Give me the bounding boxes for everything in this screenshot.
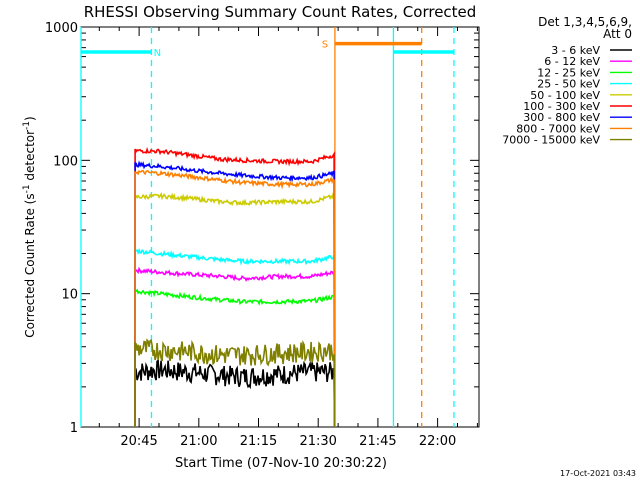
x-tick-label: 21:00: [180, 434, 217, 449]
legend-label-3-6-kev: 3 - 6 keV: [551, 44, 600, 57]
x-tick-label: 22:00: [419, 434, 456, 449]
y-tick-label: 1000: [45, 21, 78, 36]
y-tick-label: 10: [61, 288, 78, 303]
legend-header-line-1: Det 1,3,4,5,6,9,: [538, 15, 632, 29]
bar-label-n: N: [154, 48, 161, 59]
series-25-50-kev: [134, 248, 336, 428]
series-layer: [134, 146, 336, 428]
series-100-300-kev: [134, 146, 336, 428]
y-axis: 1 10 100 1000: [45, 21, 479, 436]
x-tick-label: 21:30: [299, 434, 336, 449]
legend-label-800-7000-kev: 800 - 7000 keV: [516, 122, 600, 135]
legend-label-100-300-kev: 100 - 300 keV: [523, 100, 600, 113]
series-3-6-kev: [134, 359, 336, 428]
series-50-100-kev: [134, 191, 336, 428]
chart-title: RHESSI Observing Summary Count Rates, Co…: [84, 3, 477, 21]
legend-label-7000-15000-kev: 7000 - 15000 keV: [502, 134, 600, 147]
bar-label-s: S: [322, 40, 328, 51]
legend-label-12-25-kev: 12 - 25 keV: [537, 66, 600, 79]
x-tick-label: 21:45: [359, 434, 396, 449]
y-tick-label: 100: [53, 154, 78, 169]
series-300-800-kev: [134, 160, 336, 428]
legend-header-line-2: Att 0: [603, 27, 632, 41]
attenuator-guides: NS: [80, 27, 455, 427]
x-axis-title: Start Time (07-Nov-10 20:30:22): [175, 456, 387, 471]
plot-area: [80, 26, 480, 428]
legend-label-25-50-kev: 25 - 50 keV: [537, 78, 600, 91]
series-800-7000-kev: [134, 169, 336, 428]
footer-date: 17-Oct-2021 03:43: [560, 469, 636, 478]
legend-label-6-12-kev: 6 - 12 keV: [544, 55, 600, 68]
legend-label-50-100-kev: 50 - 100 keV: [530, 89, 600, 102]
series-7000-15000-kev: [134, 338, 336, 428]
x-axis: 20:45 21:00 21:15 21:30 21:45 22:00: [98, 27, 478, 449]
y-tick-label: 1: [70, 421, 78, 436]
series-12-25-kev: [134, 288, 336, 428]
series-6-12-kev: [134, 266, 336, 428]
x-tick-label: 20:45: [120, 434, 157, 449]
y-axis-title: Corrected Count Rate (s-1 detector-1): [22, 116, 37, 337]
x-tick-label: 21:15: [240, 434, 277, 449]
legend-label-300-800-kev: 300 - 800 keV: [523, 111, 600, 124]
